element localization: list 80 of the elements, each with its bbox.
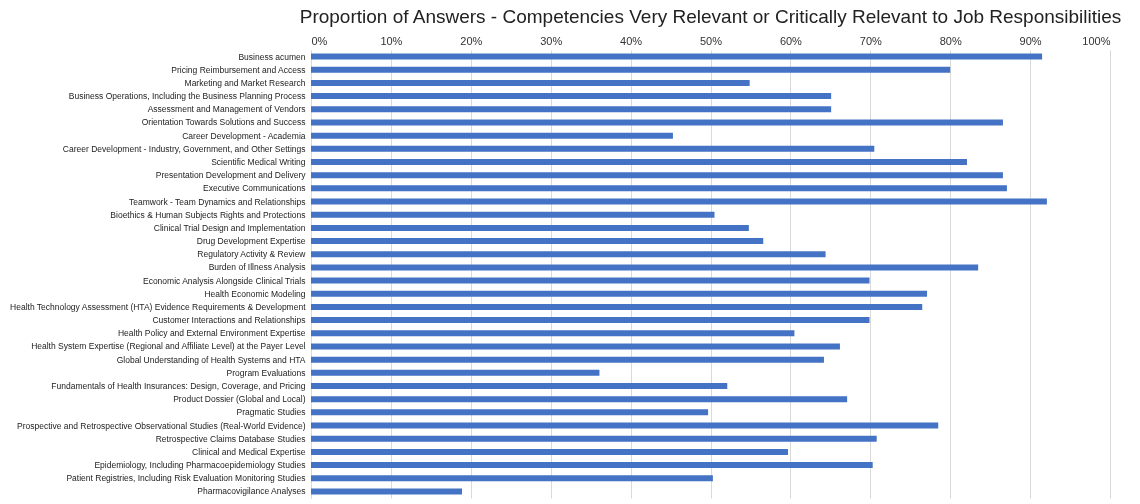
- y-tick-label: Health Economic Modeling: [204, 288, 306, 299]
- bar: [311, 93, 832, 100]
- y-tick-label: Economic Analysis Alongside Clinical Trials: [142, 275, 306, 286]
- bar: [311, 409, 709, 416]
- y-tick-label: Pharmacovigilance Analyses: [197, 486, 306, 497]
- y-tick-label: Product Dossier (Global and Local): [173, 394, 306, 405]
- y-tick-label: Retrospective Claims Database Studies: [155, 433, 306, 444]
- y-tick-label: Patient Registries, Including Risk Evaluation Monitoring Studies: [66, 473, 306, 484]
- y-tick-label: Bioethics & Human Subjects Rights and Protections: [110, 209, 306, 220]
- x-tick-label: 100%: [1082, 34, 1111, 47]
- chart-title: Proportion of Answers - Competencies Very Relevant or Critically Relevant to Job Responsibilities: [299, 6, 1122, 27]
- y-tick-label: Program Evaluations: [226, 367, 306, 378]
- x-tick-label: 90%: [1019, 34, 1042, 47]
- bar: [311, 435, 877, 442]
- bar: [311, 264, 979, 271]
- y-tick-label: Fundamentals of Health Insurances: Design, Coverage, and Pricing: [51, 381, 306, 391]
- bar: [311, 79, 750, 86]
- y-tick-label: Burden of Illness Analysis: [208, 262, 306, 273]
- bar: [311, 356, 824, 363]
- y-tick-label: Pricing Reimbursement and Access: [171, 64, 306, 75]
- x-tick-label: 40%: [620, 34, 643, 47]
- bar: [311, 462, 873, 469]
- x-tick-label: 20%: [460, 34, 483, 47]
- y-tick-label: Marketing and Market Research: [184, 77, 306, 88]
- bar: [311, 159, 967, 165]
- y-tick-label: Health Policy and External Environment Expertise: [117, 328, 306, 339]
- bar: [311, 119, 1003, 126]
- x-tick-label: 10%: [380, 34, 403, 47]
- y-tick-label: Executive Communications: [202, 183, 306, 194]
- y-tick-label: Teamwork - Team Dynamics and Relationships: [128, 196, 306, 207]
- bar: [311, 488, 463, 495]
- y-tick-label: Business acumen: [238, 51, 306, 62]
- y-tick-label: Career Development - Academia: [182, 130, 306, 141]
- bar: [311, 330, 795, 337]
- y-tick-label: Clinical and Medical Expertise: [192, 446, 306, 457]
- bar: [311, 448, 788, 455]
- bar: [311, 303, 923, 310]
- bar: [311, 383, 728, 389]
- y-tick-label: Prospective and Retrospective Observational Studies (Real-World Evidence): [16, 420, 306, 431]
- y-tick-label: Scientific Medical Writing: [211, 157, 306, 167]
- x-tick-label: 80%: [939, 34, 962, 47]
- x-tick-label: 60%: [779, 34, 803, 47]
- y-tick-label: Orientation Towards Solutions and Success: [141, 117, 306, 128]
- bar: [311, 132, 673, 139]
- bar: [311, 343, 840, 350]
- bar: [311, 185, 1007, 192]
- y-tick-label: Global Understanding of Health Systems and HTA: [116, 354, 306, 365]
- bar: [311, 145, 875, 152]
- bar: [311, 211, 715, 218]
- bar: [311, 317, 870, 324]
- bar: [311, 277, 870, 284]
- y-tick-label: Presentation Development and Delivery: [155, 170, 307, 181]
- bar: [311, 369, 600, 376]
- x-tick-label: 70%: [859, 34, 883, 47]
- bar: [311, 238, 764, 245]
- y-tick-label: Clinical Trial Design and Implementation: [153, 222, 306, 233]
- bar: [311, 106, 832, 113]
- y-tick-label: Assessment and Management of Vendors: [147, 104, 306, 115]
- y-tick-label: Regulatory Activity & Review: [197, 249, 307, 260]
- y-tick-label: Customer Interactions and Relationships: [152, 315, 306, 326]
- y-tick-label: Health Technology Assessment (HTA) Evidence Requirements & Development: [10, 301, 307, 312]
- bar: [311, 172, 1003, 179]
- bar: [311, 224, 749, 231]
- bar: [311, 290, 928, 297]
- bar: [311, 198, 1047, 205]
- x-tick-label: 30%: [540, 34, 563, 47]
- bar: [311, 251, 826, 258]
- bar: [311, 53, 1043, 60]
- bar: [311, 396, 848, 403]
- y-tick-label: Career Development - Industry, Government, and Other Settings: [62, 143, 306, 154]
- x-tick-label: 0%: [311, 34, 328, 47]
- bar: [311, 475, 713, 482]
- y-tick-label: Business Operations, Including the Business Planning Process: [68, 91, 306, 102]
- y-tick-label: Health System Expertise (Regional and Affiliate Level) at the Payer Level: [31, 341, 306, 352]
- bar: [311, 422, 939, 429]
- x-tick-label: 50%: [699, 34, 723, 47]
- y-tick-label: Epidemiology, Including Pharmacoepidemiology Studies: [94, 460, 306, 471]
- y-tick-label: Pragmatic Studies: [236, 407, 306, 418]
- bar: [311, 66, 951, 73]
- y-tick-label: Drug Development Expertise: [196, 236, 306, 247]
